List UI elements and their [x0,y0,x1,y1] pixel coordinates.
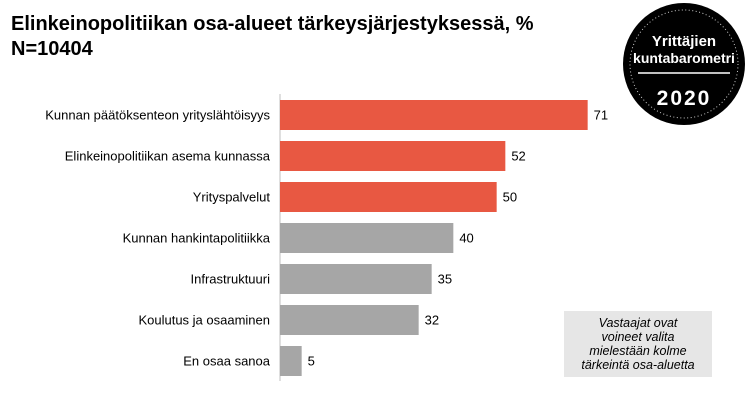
data-label: 40 [459,231,473,246]
data-label: 35 [438,272,452,287]
category-label: Yrityspalvelut [193,190,271,205]
category-label: Koulutus ja osaaminen [138,313,270,328]
bar [280,100,588,130]
data-label: 52 [511,149,525,164]
badge-line1: Yrittäjien [652,33,716,50]
category-label: Kunnan hankintapolitiikka [123,231,271,246]
chart-title: Elinkeinopolitiikan osa-alueet tärkeysjä… [11,12,611,62]
badge-tick-ring [629,9,739,119]
category-label: Elinkeinopolitiikan asema kunnassa [65,149,271,164]
bar [280,305,419,335]
chart-title-text: Elinkeinopolitiikan osa-alueet tärkeysjä… [11,13,534,35]
data-label: 5 [308,354,315,369]
data-label: 32 [425,313,439,328]
category-label: Kunnan päätöksenteon yrityslähtöisyys [45,108,270,123]
data-label: 50 [503,190,517,205]
bar [280,141,506,171]
data-label: 71 [594,108,608,123]
respondent-note: Vastaajat ovat voineet valita mielestään… [564,311,712,377]
bar [280,264,432,294]
badge-year: 2020 [657,87,712,110]
category-label: Infrastruktuuri [191,272,271,287]
badge-circle [623,3,745,125]
bar [280,346,302,376]
bar [280,182,497,212]
kuntabarometri-badge: Yrittäjien kuntabarometri 2020 [623,3,745,125]
category-label: En osaa sanoa [183,354,271,369]
bar [280,223,454,253]
chart-subtitle: N=10404 [11,38,93,60]
badge-line2: kuntabarometri [633,50,735,66]
